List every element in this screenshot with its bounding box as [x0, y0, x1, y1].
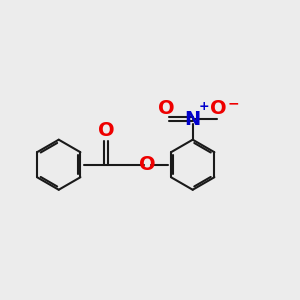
Text: N: N — [184, 110, 201, 129]
Text: O: O — [98, 121, 114, 140]
Text: O: O — [139, 155, 155, 174]
Text: +: + — [199, 100, 209, 113]
Text: O: O — [210, 99, 226, 118]
Text: O: O — [158, 99, 175, 118]
Text: −: − — [227, 97, 239, 111]
